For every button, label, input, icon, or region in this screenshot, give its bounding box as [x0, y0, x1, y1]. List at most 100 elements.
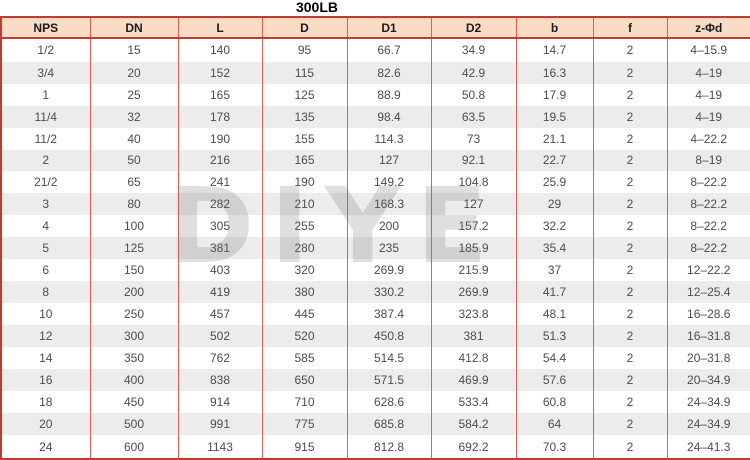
table-cell: 16: [39, 373, 53, 388]
table-cell: 628.6: [346, 391, 431, 414]
table-cell: 152: [177, 61, 262, 84]
table-cell: 150: [89, 259, 178, 282]
table-cell: 16.3: [515, 61, 593, 84]
table-cell: 2: [592, 149, 667, 172]
table-cell: 2: [592, 369, 667, 392]
table-row: 1/2 15 140 95 66.7 34.9 14.7 2 4–15.9: [1, 38, 750, 62]
table-cell: 50.8: [430, 83, 516, 106]
table-cell: 323.8: [430, 303, 516, 326]
table-cell: 915: [261, 435, 347, 459]
table-cell: 692.2: [430, 435, 516, 459]
table-cell: 127: [346, 149, 431, 172]
table-cell: 155: [261, 127, 347, 150]
table-cell: 412.8: [430, 347, 516, 370]
header-cell: b: [515, 17, 593, 38]
table-cell: 140: [177, 38, 262, 62]
table-row: 21/2 65 241 190 149.2 104.8 25.9 2 8–22.2: [1, 171, 750, 194]
table-cell: 812.8: [346, 435, 431, 459]
table-cell: 280: [261, 237, 347, 260]
table-cell: 269.9: [346, 259, 431, 282]
table-cell: 520: [261, 325, 347, 348]
table-cell: 991: [177, 413, 262, 436]
table-cell: 88.9: [346, 83, 431, 106]
table-cell: 380: [261, 281, 347, 304]
table-cell: 40: [89, 127, 178, 150]
table-cell: 66.7: [346, 38, 431, 62]
table-cell: 2: [592, 171, 667, 194]
table-cell: 98.4: [346, 105, 431, 128]
table-cell: 8–22.2: [666, 237, 750, 260]
table-cell: 469.9: [430, 369, 516, 392]
table-header-row: NPS DN L D D1 D2 b f z-Φd: [1, 17, 750, 38]
table-cell: 82.6: [346, 61, 431, 84]
table-cell: 320: [261, 259, 347, 282]
table-cell: 4–19: [666, 105, 750, 128]
table-cell: 4: [42, 219, 50, 234]
table-cell: 2: [592, 38, 667, 62]
table-row: 3/4 20 152 115 82.6 42.9 16.3 2 4–19: [1, 61, 750, 84]
table-cell: 2: [592, 325, 667, 348]
table-cell: 2: [592, 215, 667, 238]
table-cell: 450: [89, 391, 178, 414]
table-cell: 20–34.9: [666, 369, 750, 392]
table-cell: 350: [89, 347, 178, 370]
header-cell: f: [592, 17, 667, 38]
table-cell: 381: [177, 237, 262, 260]
table-cell: 80: [89, 193, 178, 216]
table-cell: 2: [592, 127, 667, 150]
table-cell: 20: [39, 417, 53, 432]
table-cell: 14: [39, 351, 53, 366]
table-cell: 1: [42, 87, 50, 102]
table-cell: 2: [592, 281, 667, 304]
table-cell: 584.2: [430, 413, 516, 436]
table-cell: 762: [177, 347, 262, 370]
table-cell: 2: [592, 61, 667, 84]
table-cell: 2: [592, 259, 667, 282]
table-row: 4 100 305 255 200 157.2 32.2 2 8–22.2: [1, 215, 750, 238]
table-cell: 300: [89, 325, 178, 348]
table-row: 12 300 502 520 450.8 381 51.3 2 16–31.8: [1, 325, 750, 348]
table-cell: 710: [261, 391, 347, 414]
table-cell: 2: [592, 435, 667, 459]
table-cell: 63.5: [430, 105, 516, 128]
table-cell: 445: [261, 303, 347, 326]
table-cell: 3: [42, 197, 50, 212]
table-cell: 54.4: [515, 347, 593, 370]
table-cell: 24–41.3: [666, 435, 750, 459]
table-cell: 60.8: [515, 391, 593, 414]
table-cell: 22.7: [515, 149, 593, 172]
table-cell: 127: [430, 193, 516, 216]
table-cell: 15: [89, 38, 178, 62]
table-cell: 2: [592, 237, 667, 260]
table-cell: 135: [261, 105, 347, 128]
table-cell: 19.5: [515, 105, 593, 128]
page-title: 300LB: [295, 0, 339, 15]
table-body: 1/2 15 140 95 66.7 34.9 14.7 2 4–15.9 3/4 20 152 115…: [1, 38, 750, 459]
header-cell: L: [177, 17, 262, 38]
table-cell: 64: [515, 413, 593, 436]
table-cell: 2: [592, 391, 667, 414]
table-cell: 11/4: [34, 109, 57, 124]
table-cell: 1/2: [37, 43, 55, 58]
table-cell: 8–22.2: [666, 193, 750, 216]
table-cell: 210: [261, 193, 347, 216]
table-cell: 114.3: [346, 127, 431, 150]
table-cell: 2: [592, 413, 667, 436]
table-cell: 190: [177, 127, 262, 150]
table-cell: 35.4: [515, 237, 593, 260]
table-row: 14 350 762 585 514.5 412.8 54.4 2 20–31.8: [1, 347, 750, 370]
header-cell: D2: [430, 17, 516, 38]
table-row: 5 125 381 280 235 185.9 35.4 2 8–22.2: [1, 237, 750, 260]
table-row: 16 400 838 650 571.5 469.9 57.6 2 20–34.9: [1, 369, 750, 392]
table-cell: 17.9: [515, 83, 593, 106]
header-cell: z-Φd: [666, 17, 750, 38]
table-row: 24 600 1143 915 812.8 692.2 70.3 2 24–41.3: [1, 435, 750, 459]
table-cell: 21/2: [34, 175, 58, 190]
table-cell: 5: [42, 241, 50, 256]
dimension-table: NPS DN L D D1 D2 b f z-Φd 1/2 15 140 95 66.7 34.9 14.7…: [0, 16, 750, 460]
table-cell: 241: [177, 171, 262, 194]
table-cell: 165: [177, 83, 262, 106]
table-cell: 48.1: [515, 303, 593, 326]
table-cell: 185.9: [430, 237, 516, 260]
table-cell: 600: [89, 435, 178, 459]
